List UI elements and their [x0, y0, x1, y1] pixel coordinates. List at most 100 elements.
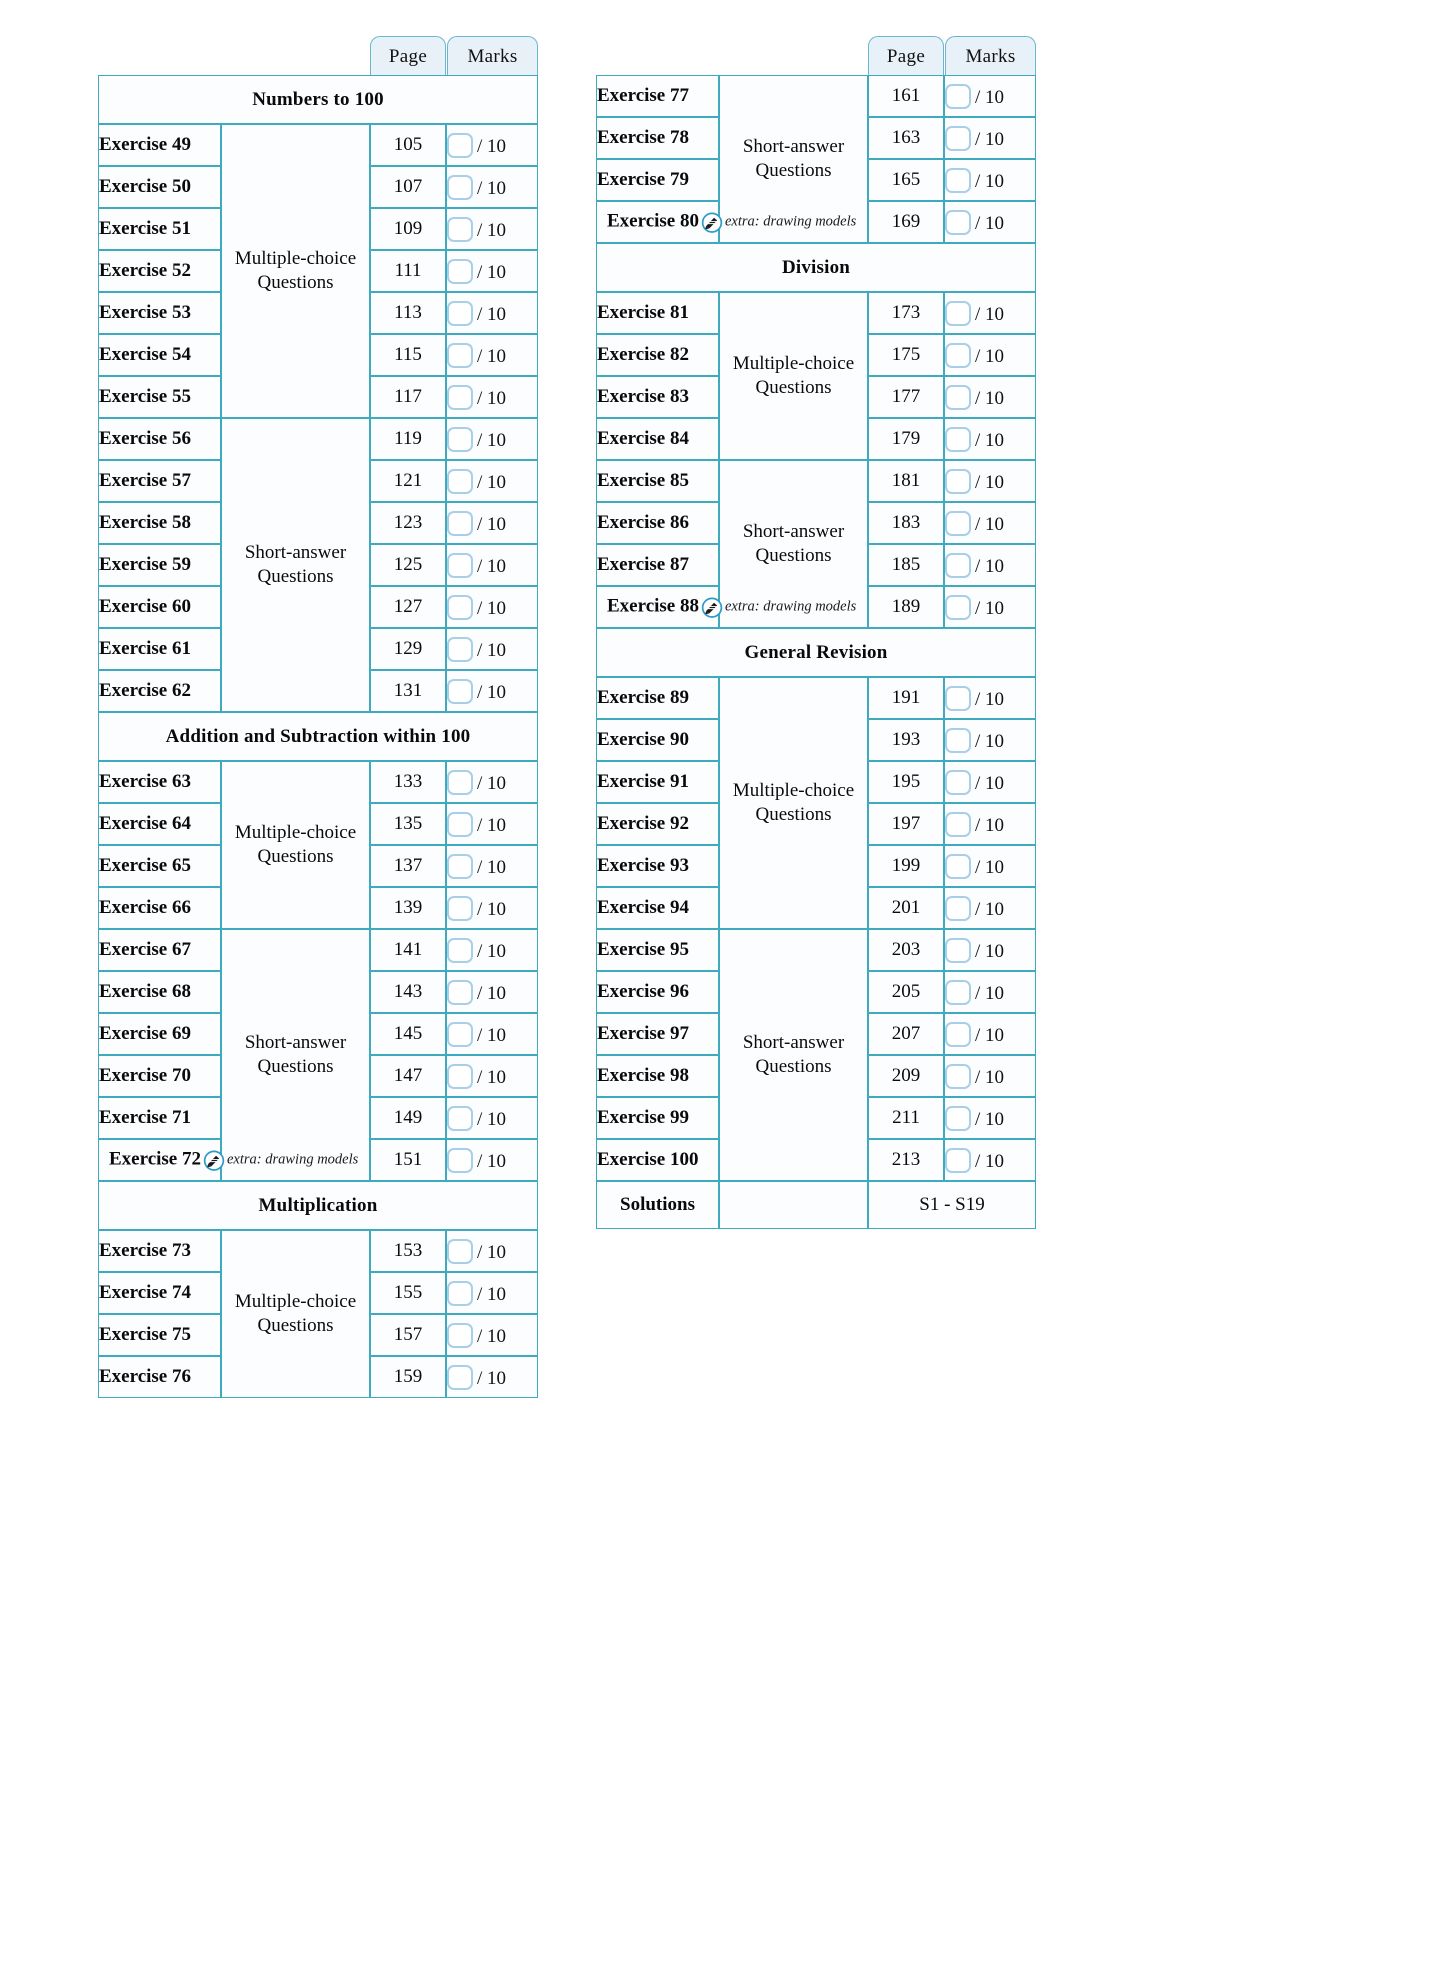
- marks-checkbox[interactable]: [447, 1364, 473, 1390]
- marks-cell[interactable]: / 10: [944, 1055, 1036, 1097]
- marks-checkbox[interactable]: [945, 727, 971, 753]
- marks-checkbox[interactable]: [447, 678, 473, 704]
- exercise-label-cell[interactable]: Exercise 93: [596, 845, 719, 887]
- exercise-label-cell[interactable]: Exercise 98: [596, 1055, 719, 1097]
- marks-checkbox[interactable]: [945, 769, 971, 795]
- marks-cell[interactable]: / 10: [446, 1139, 539, 1181]
- exercise-label-cell[interactable]: Exercise 55: [98, 376, 221, 418]
- exercise-label-cell[interactable]: Exercise 85: [596, 460, 719, 502]
- marks-checkbox[interactable]: [945, 811, 971, 837]
- exercise-label-cell[interactable]: Exercise 96: [596, 971, 719, 1013]
- marks-checkbox[interactable]: [447, 174, 473, 200]
- marks-cell[interactable]: / 10: [446, 250, 539, 292]
- exercise-label-cell[interactable]: Exercise 95: [596, 929, 719, 971]
- exercise-label-cell[interactable]: Exercise 89: [596, 677, 719, 719]
- marks-cell[interactable]: / 10: [944, 418, 1036, 460]
- marks-checkbox[interactable]: [945, 83, 971, 109]
- marks-cell[interactable]: / 10: [446, 628, 539, 670]
- exercise-label-cell[interactable]: Exercise 77: [596, 75, 719, 117]
- marks-cell[interactable]: / 10: [944, 544, 1036, 586]
- exercise-label-cell[interactable]: Exercise 59: [98, 544, 221, 586]
- marks-checkbox[interactable]: [945, 937, 971, 963]
- marks-cell[interactable]: / 10: [944, 845, 1036, 887]
- exercise-label-cell[interactable]: Exercise 54: [98, 334, 221, 376]
- marks-cell[interactable]: / 10: [944, 292, 1036, 334]
- exercise-label-cell[interactable]: Exercise 75: [98, 1314, 221, 1356]
- exercise-label-cell[interactable]: Exercise 56: [98, 418, 221, 460]
- exercise-label-cell[interactable]: Exercise 49: [98, 124, 221, 166]
- marks-checkbox[interactable]: [945, 685, 971, 711]
- marks-checkbox[interactable]: [447, 811, 473, 837]
- exercise-label-cell[interactable]: Exercise 90: [596, 719, 719, 761]
- exercise-label-cell[interactable]: Exercise 88 extra: drawing models: [596, 586, 856, 628]
- marks-checkbox[interactable]: [447, 636, 473, 662]
- marks-checkbox[interactable]: [447, 1280, 473, 1306]
- marks-checkbox[interactable]: [447, 300, 473, 326]
- exercise-label-cell[interactable]: Exercise 51: [98, 208, 221, 250]
- marks-cell[interactable]: / 10: [446, 544, 539, 586]
- marks-checkbox[interactable]: [447, 979, 473, 1005]
- exercise-label-cell[interactable]: Exercise 91: [596, 761, 719, 803]
- marks-checkbox[interactable]: [945, 979, 971, 1005]
- exercise-label-cell[interactable]: Exercise 80 extra: drawing models: [596, 201, 856, 243]
- exercise-label-cell[interactable]: Exercise 83: [596, 376, 719, 418]
- exercise-label-cell[interactable]: Exercise 87: [596, 544, 719, 586]
- marks-checkbox[interactable]: [447, 895, 473, 921]
- marks-cell[interactable]: / 10: [446, 376, 539, 418]
- marks-cell[interactable]: / 10: [446, 1230, 539, 1272]
- marks-checkbox[interactable]: [447, 1021, 473, 1047]
- exercise-label-cell[interactable]: Exercise 73: [98, 1230, 221, 1272]
- exercise-label-cell[interactable]: Exercise 92: [596, 803, 719, 845]
- exercise-label-cell[interactable]: Exercise 67: [98, 929, 221, 971]
- exercise-label-cell[interactable]: Exercise 97: [596, 1013, 719, 1055]
- exercise-label-cell[interactable]: Exercise 52: [98, 250, 221, 292]
- marks-checkbox[interactable]: [945, 594, 971, 620]
- marks-checkbox[interactable]: [447, 594, 473, 620]
- exercise-label-cell[interactable]: Exercise 69: [98, 1013, 221, 1055]
- marks-cell[interactable]: / 10: [944, 586, 1036, 628]
- marks-checkbox[interactable]: [945, 125, 971, 151]
- marks-checkbox[interactable]: [945, 426, 971, 452]
- marks-cell[interactable]: / 10: [446, 887, 539, 929]
- marks-cell[interactable]: / 10: [944, 75, 1036, 117]
- marks-cell[interactable]: / 10: [446, 1013, 539, 1055]
- marks-cell[interactable]: / 10: [446, 971, 539, 1013]
- marks-checkbox[interactable]: [945, 384, 971, 410]
- marks-checkbox[interactable]: [945, 895, 971, 921]
- marks-checkbox[interactable]: [447, 384, 473, 410]
- exercise-label-cell[interactable]: Exercise 53: [98, 292, 221, 334]
- marks-checkbox[interactable]: [945, 468, 971, 494]
- marks-checkbox[interactable]: [447, 1105, 473, 1131]
- marks-cell[interactable]: / 10: [944, 334, 1036, 376]
- exercise-label-cell[interactable]: Exercise 84: [596, 418, 719, 460]
- marks-checkbox[interactable]: [447, 468, 473, 494]
- marks-checkbox[interactable]: [945, 209, 971, 235]
- marks-cell[interactable]: / 10: [944, 929, 1036, 971]
- marks-checkbox[interactable]: [945, 1105, 971, 1131]
- marks-cell[interactable]: / 10: [446, 502, 539, 544]
- exercise-label-cell[interactable]: Exercise 66: [98, 887, 221, 929]
- exercise-label-cell[interactable]: Exercise 72 extra: drawing models: [98, 1139, 358, 1181]
- marks-cell[interactable]: / 10: [944, 502, 1036, 544]
- exercise-label-cell[interactable]: Exercise 63: [98, 761, 221, 803]
- marks-cell[interactable]: / 10: [944, 761, 1036, 803]
- marks-cell[interactable]: / 10: [944, 117, 1036, 159]
- marks-checkbox[interactable]: [945, 1147, 971, 1173]
- exercise-label-cell[interactable]: Exercise 57: [98, 460, 221, 502]
- marks-checkbox[interactable]: [945, 552, 971, 578]
- marks-cell[interactable]: / 10: [944, 803, 1036, 845]
- marks-cell[interactable]: / 10: [944, 1013, 1036, 1055]
- marks-cell[interactable]: / 10: [446, 929, 539, 971]
- marks-checkbox[interactable]: [945, 300, 971, 326]
- exercise-label-cell[interactable]: Exercise 86: [596, 502, 719, 544]
- marks-cell[interactable]: / 10: [944, 1097, 1036, 1139]
- marks-cell[interactable]: / 10: [446, 460, 539, 502]
- marks-cell[interactable]: / 10: [446, 1097, 539, 1139]
- exercise-label-cell[interactable]: Exercise 100: [596, 1139, 719, 1181]
- marks-cell[interactable]: / 10: [944, 719, 1036, 761]
- exercise-label-cell[interactable]: Exercise 62: [98, 670, 221, 712]
- marks-cell[interactable]: / 10: [446, 1356, 539, 1398]
- exercise-label-cell[interactable]: Exercise 81: [596, 292, 719, 334]
- exercise-label-cell[interactable]: Exercise 76: [98, 1356, 221, 1398]
- exercise-label-cell[interactable]: Exercise 60: [98, 586, 221, 628]
